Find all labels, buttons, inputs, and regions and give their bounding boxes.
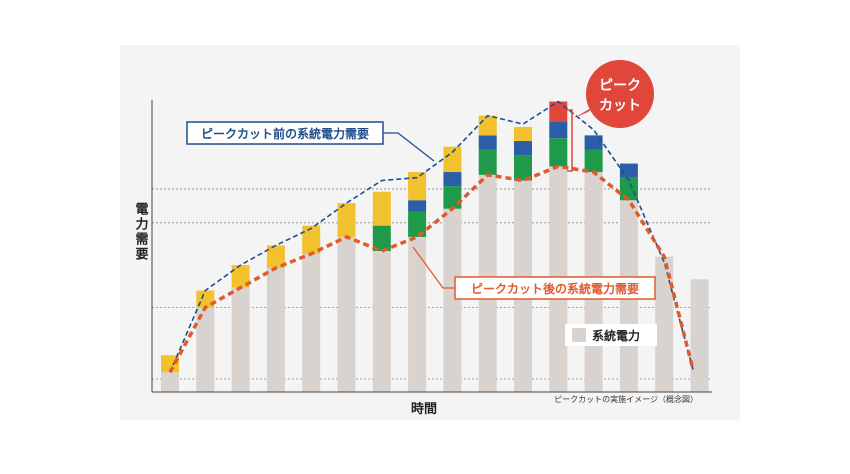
bar-segment: [443, 146, 462, 173]
bar-segment: [231, 287, 250, 392]
bar-segment: [408, 200, 427, 212]
peak-cut-bubble-line1: ピーク: [599, 78, 641, 94]
peak-cut-bubble-line2: カット: [599, 98, 641, 114]
after-callout: ピークカット後の系統電力需要: [412, 246, 656, 300]
before-demand-line: [169, 100, 694, 373]
legend-swatch: [572, 328, 586, 342]
y-axis-label: 電力需要: [133, 202, 149, 262]
bar-segment: [514, 141, 532, 156]
before-callout-leader: [383, 132, 435, 162]
bar-segment: [655, 256, 674, 392]
bar-segment: [549, 101, 568, 122]
bar-segment: [302, 225, 321, 254]
bar-segment: [337, 203, 356, 237]
bar-segment: [584, 149, 603, 173]
bar-segment: [161, 372, 179, 392]
bar-segment: [196, 307, 215, 392]
x-axis-label: 時間: [411, 401, 437, 417]
bar-segment: [408, 211, 427, 237]
bar-segment: [619, 177, 638, 201]
before-callout-label: ピークカット前の系統電力需要: [201, 126, 369, 141]
before-callout: ピークカット前の系統電力需要: [186, 121, 435, 162]
bar-segment: [690, 279, 709, 392]
bar-segment: [549, 121, 568, 139]
bar-segment: [443, 186, 462, 209]
bar-segment: [266, 267, 285, 392]
peak-cut-bubble: [586, 60, 654, 128]
caption: ピークカットの実施イメージ（概念図）: [554, 394, 698, 404]
bar-segment: [372, 191, 391, 226]
bar-segment: [408, 236, 427, 392]
bar-segment: [161, 355, 179, 373]
bar-segment: [337, 236, 356, 392]
bar-segment: [478, 135, 497, 150]
demand-lines: [168, 100, 695, 374]
bar-segment: [584, 135, 603, 150]
bar-segment: [231, 265, 250, 288]
bar-segment: [196, 290, 215, 308]
after-callout-box: [454, 276, 656, 300]
bar-segment: [478, 115, 497, 136]
bar-segment: [549, 138, 568, 167]
bar-segment: [514, 155, 532, 181]
bar-segment: [372, 225, 391, 251]
bar-segment: [443, 172, 462, 187]
legend: 系統電力: [565, 324, 657, 346]
bar-segment: [514, 126, 532, 142]
after-demand-line: [168, 164, 695, 374]
after-callout-leader: [412, 246, 455, 289]
peak-cut-bracket: [567, 109, 573, 172]
bar-segment: [266, 245, 285, 268]
legend-label: 系統電力: [592, 328, 640, 343]
after-callout-label: ピークカット後の系統電力需要: [471, 281, 639, 296]
bar-segment: [372, 251, 391, 392]
bar-segment: [443, 208, 462, 392]
bar-segment: [408, 172, 427, 201]
bar-segment: [478, 149, 497, 175]
bar-segment: [302, 253, 321, 392]
legend-box: [565, 324, 657, 346]
